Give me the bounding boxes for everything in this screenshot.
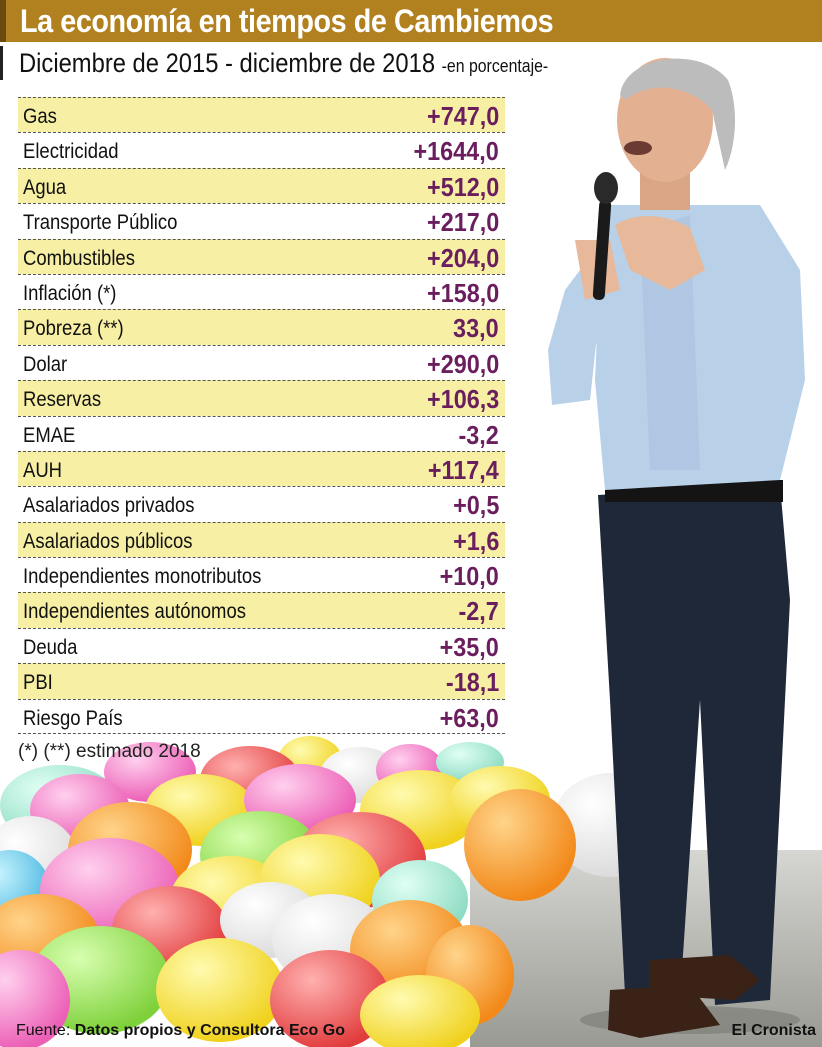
- table-row: AUH +117,4: [18, 450, 505, 487]
- row-label: Independientes autónomos: [23, 600, 246, 624]
- row-value: +747,0: [426, 101, 499, 131]
- row-value: -2,7: [458, 596, 499, 627]
- table-row: Combustibles +204,0: [18, 238, 505, 274]
- footnote: (*) (**) estimado 2018: [18, 741, 201, 762]
- table-row: Agua +512,0: [18, 167, 505, 204]
- chart-title: La economía en tiempos de Cambiemos: [20, 3, 554, 39]
- row-label: Deuda: [23, 635, 78, 659]
- row-value: +204,0: [426, 242, 499, 273]
- table-row: Transporte Público +217,0: [18, 203, 505, 238]
- row-label: Reservas: [23, 388, 102, 412]
- row-value: +158,0: [426, 277, 499, 308]
- table-row: PBI -18,1: [18, 663, 505, 699]
- title-bar: La economía en tiempos de Cambiemos: [0, 0, 822, 42]
- row-value: +106,3: [426, 384, 499, 415]
- row-label: Agua: [23, 175, 67, 199]
- speaker-figure: [548, 58, 805, 1038]
- row-label: Independientes monotributos: [23, 565, 262, 589]
- row-label: PBI: [23, 671, 53, 695]
- row-label: Dolar: [23, 352, 68, 376]
- row-label: Pobreza (**): [23, 317, 124, 341]
- source-line: Fuente: Datos propios y Consultora Eco G…: [16, 1022, 345, 1040]
- row-value: 33,0: [453, 313, 499, 344]
- row-label: Transporte Público: [23, 211, 178, 235]
- subtitle-unit: -en porcentaje-: [441, 56, 549, 76]
- subtitle-bar: Diciembre de 2015 - diciembre de 2018 -e…: [0, 46, 620, 80]
- row-label: EMAE: [23, 423, 76, 447]
- table-row: Electricidad +1644,0: [18, 132, 505, 167]
- row-label: Riesgo País: [23, 706, 123, 730]
- row-value: +0,5: [452, 490, 499, 521]
- row-label: Inflación (*): [23, 281, 117, 305]
- row-value: +512,0: [426, 171, 499, 202]
- data-table: Gas +747,0 Electricidad +1644,0 Agua +512,0 Tr…: [18, 97, 505, 735]
- row-value: -18,1: [445, 667, 499, 698]
- brand-credit: El Cronista: [731, 1022, 816, 1039]
- table-row: Independientes monotributos +10,0: [18, 557, 505, 592]
- row-value: +10,0: [439, 561, 499, 592]
- chart-subtitle: Diciembre de 2015 - diciembre de 2018 -e…: [19, 48, 548, 79]
- row-label: Combustibles: [23, 246, 135, 270]
- row-value: -3,2: [458, 419, 499, 450]
- row-value: +35,0: [439, 631, 499, 662]
- table-row: Asalariados privados +0,5: [18, 486, 505, 521]
- table-row: Gas +747,0: [18, 97, 505, 133]
- table-row: Reservas +106,3: [18, 380, 505, 416]
- row-label: Gas: [23, 105, 57, 128]
- table-row: EMAE -3,2: [18, 415, 505, 451]
- table-row: Asalariados públicos +1,6: [18, 521, 505, 558]
- table-row: Deuda +35,0: [18, 627, 505, 663]
- row-label: Electricidad: [23, 140, 119, 164]
- row-label: Asalariados privados: [23, 494, 195, 518]
- row-label: AUH: [23, 458, 63, 482]
- row-value: +1,6: [452, 525, 499, 556]
- row-value: +290,0: [426, 348, 499, 379]
- table-row: Dolar +290,0: [18, 344, 505, 380]
- table-row: Riesgo País +63,0: [18, 698, 505, 735]
- row-value: +63,0: [439, 702, 499, 733]
- table-row: Inflación (*) +158,0: [18, 273, 505, 309]
- source-text: Datos propios y Consultora Eco Go: [74, 1022, 345, 1039]
- row-value: +1644,0: [413, 136, 499, 167]
- subtitle-period: Diciembre de 2015 - diciembre de 2018: [19, 48, 436, 78]
- table-row: Independientes autónomos -2,7: [18, 592, 505, 628]
- source-prefix: Fuente:: [16, 1022, 71, 1039]
- row-value: +217,0: [426, 207, 499, 238]
- row-label: Asalariados públicos: [23, 529, 193, 553]
- row-value: +117,4: [428, 454, 499, 485]
- table-row: Pobreza (**) 33,0: [18, 309, 505, 345]
